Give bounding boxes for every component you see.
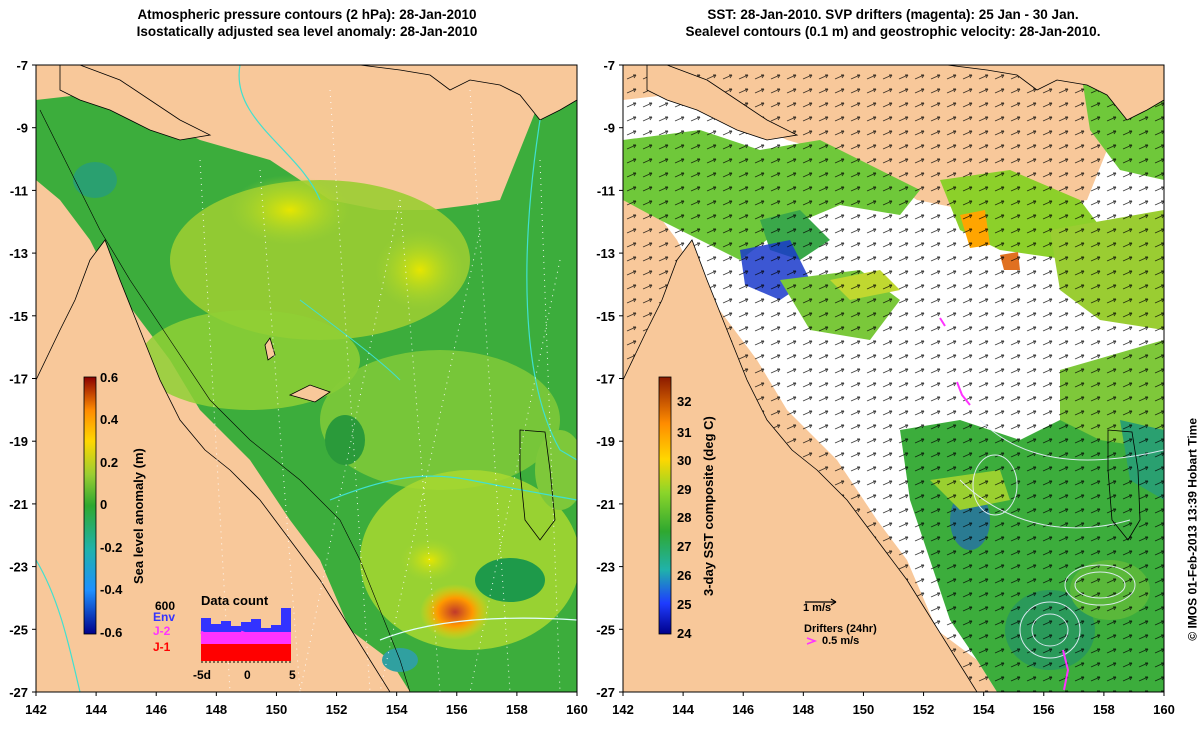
right-cb-tick-3: 29 bbox=[677, 482, 691, 497]
right-y-tick-label: -25 bbox=[596, 622, 615, 637]
left-y-tick-label: -19 bbox=[9, 434, 28, 449]
left-y-tick-label: -25 bbox=[9, 622, 28, 637]
right-colorbar bbox=[658, 376, 672, 635]
left-title-line1: Atmospheric pressure contours (2 hPa): 2… bbox=[137, 7, 477, 22]
left-cb-tick-0: 0.6 bbox=[100, 370, 118, 385]
right-x-tick-label: 156 bbox=[1033, 702, 1055, 717]
drifters-label: Drifters (24hr) bbox=[804, 623, 877, 635]
right-cb-tick-0: 32 bbox=[677, 394, 691, 409]
left-cb-tick-1: 0.4 bbox=[100, 412, 119, 427]
right-x-tick-label: 158 bbox=[1093, 702, 1115, 717]
left-x-tick-label: 150 bbox=[266, 702, 288, 717]
left-cb-tick-6: -0.6 bbox=[100, 625, 122, 640]
right-y-tick-label: -27 bbox=[596, 685, 615, 700]
data-count-tick-1: 0 bbox=[244, 668, 251, 682]
right-png-land bbox=[667, 65, 1164, 121]
left-x-tick-label: 154 bbox=[386, 702, 408, 717]
left-x-tick-label: 146 bbox=[145, 702, 167, 717]
data-count-inset: Data count 600 Env J-2 J-1 -5d 0 5 bbox=[153, 593, 296, 682]
left-y-tick-label: -27 bbox=[9, 685, 28, 700]
data-count-max: 600 bbox=[155, 599, 175, 613]
left-y-tick-label: -15 bbox=[9, 309, 28, 324]
right-x-tick-label: 144 bbox=[672, 702, 694, 717]
left-colorbar-label: Sea level anomaly (m) bbox=[131, 448, 146, 584]
left-y-tick-label: -17 bbox=[9, 372, 28, 387]
right-cb-tick-1: 31 bbox=[677, 425, 691, 440]
right-title-line1: SST: 28-Jan-2010. SVP drifters (magenta)… bbox=[707, 7, 1079, 22]
left-x-tick-label: 160 bbox=[566, 702, 588, 717]
right-australia-coast bbox=[623, 239, 978, 692]
right-y-tick-label: -23 bbox=[596, 560, 615, 575]
left-x-tick-label: 142 bbox=[25, 702, 47, 717]
right-y-tick-label: -21 bbox=[596, 497, 615, 512]
left-y-tick-label: -11 bbox=[10, 183, 28, 198]
data-count-title: Data count bbox=[201, 593, 269, 608]
drifter-arrow-icon bbox=[806, 637, 818, 645]
right-x-tick-label: 148 bbox=[792, 702, 814, 717]
left-cb-tick-2: 0.2 bbox=[100, 455, 118, 470]
right-map-title: SST: 28-Jan-2010. SVP drifters (magenta)… bbox=[622, 6, 1164, 40]
left-x-tick-label: 144 bbox=[85, 702, 107, 717]
credit-text: © IMOS 01-Feb-2013 13:39 Hobart Time bbox=[1186, 418, 1200, 641]
left-y-tick-label: -23 bbox=[9, 560, 28, 575]
right-y-tick-label: -9 bbox=[603, 121, 615, 136]
right-y-tick-label: -17 bbox=[596, 372, 615, 387]
right-y-tick-label: -11 bbox=[597, 183, 615, 198]
velocity-scale-label: 1 m/s bbox=[803, 602, 831, 614]
right-colorbar-label: 3-day SST composite (deg C) bbox=[701, 416, 716, 596]
right-y-tick-label: -13 bbox=[596, 246, 615, 261]
right-x-tick-label: 154 bbox=[973, 702, 995, 717]
right-x-tick-label: 146 bbox=[732, 702, 754, 717]
right-cb-tick-4: 28 bbox=[677, 510, 691, 525]
left-australia-coast bbox=[36, 239, 391, 692]
legend-j2: J-2 bbox=[153, 624, 171, 638]
left-png-land bbox=[80, 65, 577, 121]
legend-env: Env bbox=[153, 610, 175, 624]
left-cb-tick-4: -0.2 bbox=[100, 540, 122, 555]
right-x-tick-label: 142 bbox=[612, 702, 634, 717]
data-count-tick-0: -5d bbox=[193, 668, 211, 682]
drifters-speed: 0.5 m/s bbox=[822, 635, 859, 647]
right-x-tick-label: 160 bbox=[1153, 702, 1175, 717]
left-x-tick-label: 158 bbox=[506, 702, 528, 717]
right-y-tick-label: -19 bbox=[596, 434, 615, 449]
left-y-tick-label: -9 bbox=[16, 121, 28, 136]
right-cb-tick-2: 30 bbox=[677, 453, 691, 468]
left-x-tick-label: 152 bbox=[326, 702, 348, 717]
left-y-tick-label: -7 bbox=[16, 58, 28, 73]
left-map bbox=[36, 65, 577, 692]
right-y-tick-label: -15 bbox=[596, 309, 615, 324]
right-map bbox=[623, 65, 1164, 692]
legend-j1: J-1 bbox=[153, 640, 171, 654]
right-y-tick-label: -7 bbox=[603, 58, 615, 73]
data-count-tick-2: 5 bbox=[289, 668, 296, 682]
left-y-tick-label: -21 bbox=[9, 497, 28, 512]
left-map-title: Atmospheric pressure contours (2 hPa): 2… bbox=[36, 6, 578, 40]
left-title-line2: Isostatically adjusted sea level anomaly… bbox=[136, 24, 478, 39]
left-cb-tick-5: -0.4 bbox=[100, 582, 123, 597]
right-cb-tick-5: 27 bbox=[677, 539, 691, 554]
right-cb-tick-7: 25 bbox=[677, 597, 691, 612]
right-x-tick-label: 152 bbox=[913, 702, 935, 717]
left-cb-tick-3: 0 bbox=[100, 497, 107, 512]
right-x-tick-label: 150 bbox=[853, 702, 875, 717]
right-cb-tick-6: 26 bbox=[677, 568, 691, 583]
left-x-tick-label: 148 bbox=[205, 702, 227, 717]
left-colorbar bbox=[83, 376, 97, 635]
left-y-tick-label: -13 bbox=[9, 246, 28, 261]
left-x-tick-label: 156 bbox=[446, 702, 468, 717]
right-title-line2: Sealevel contours (0.1 m) and geostrophi… bbox=[685, 24, 1101, 39]
right-cb-tick-8: 24 bbox=[677, 626, 692, 641]
